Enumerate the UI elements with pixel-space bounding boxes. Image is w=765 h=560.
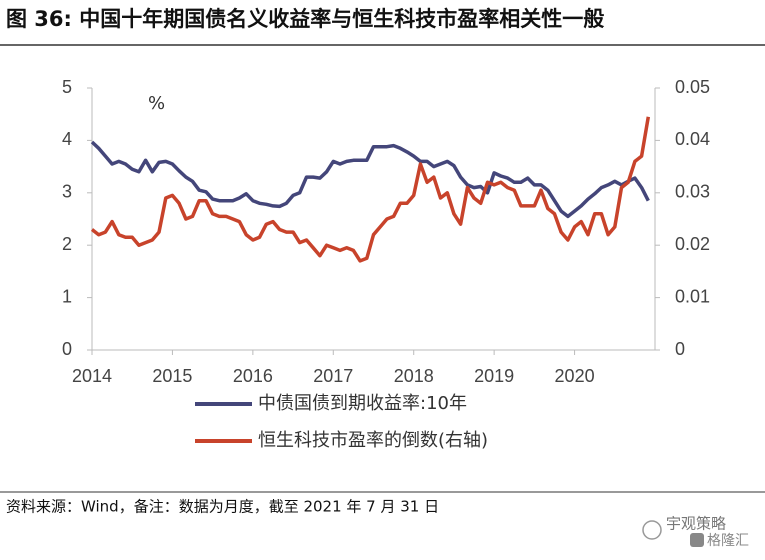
y2-tick-label: 0.01: [675, 286, 710, 306]
x-tick-label: 2016: [233, 366, 273, 386]
y-tick-label: 0: [62, 339, 72, 359]
watermark: 宇观策略: [666, 515, 726, 533]
y2-tick-label: 0.05: [675, 77, 710, 97]
y-tick-label: 4: [62, 129, 72, 149]
x-tick-label: 2014: [72, 366, 112, 386]
logo: 格隆汇: [707, 533, 749, 549]
x-tick-label: 2020: [555, 366, 595, 386]
y2-tick-label: 0.04: [675, 129, 710, 149]
y2-tick-label: 0.02: [675, 234, 710, 254]
chart-title: 图 36: 中国十年期国债名义收益率与恒生科技市盈率相关性一般: [6, 7, 604, 31]
y2-tick-label: 0.03: [675, 182, 710, 202]
x-tick-label: 2019: [474, 366, 514, 386]
x-tick-label: 2017: [313, 366, 353, 386]
legend-label: 恒生科技市盈率的倒数(右轴): [258, 430, 488, 451]
y2-tick-label: 0: [675, 339, 685, 359]
logo-icon: [690, 533, 704, 547]
x-tick-label: 2018: [394, 366, 434, 386]
source-note: 资料来源：Wind，备注：数据为月度，截至 2021 年 7 月 31 日: [6, 498, 439, 516]
series-line: [90, 116, 651, 263]
watermark-icon: [642, 520, 662, 540]
series-line: [90, 140, 650, 219]
legend-label: 中债国债到期收益率:10年: [258, 393, 467, 414]
y-tick-label: 5: [62, 77, 72, 97]
annotation: %: [148, 93, 165, 114]
y-tick-label: 3: [62, 182, 72, 202]
y-tick-label: 2: [62, 234, 72, 254]
y-tick-label: 1: [62, 286, 72, 306]
x-tick-label: 2015: [152, 366, 192, 386]
